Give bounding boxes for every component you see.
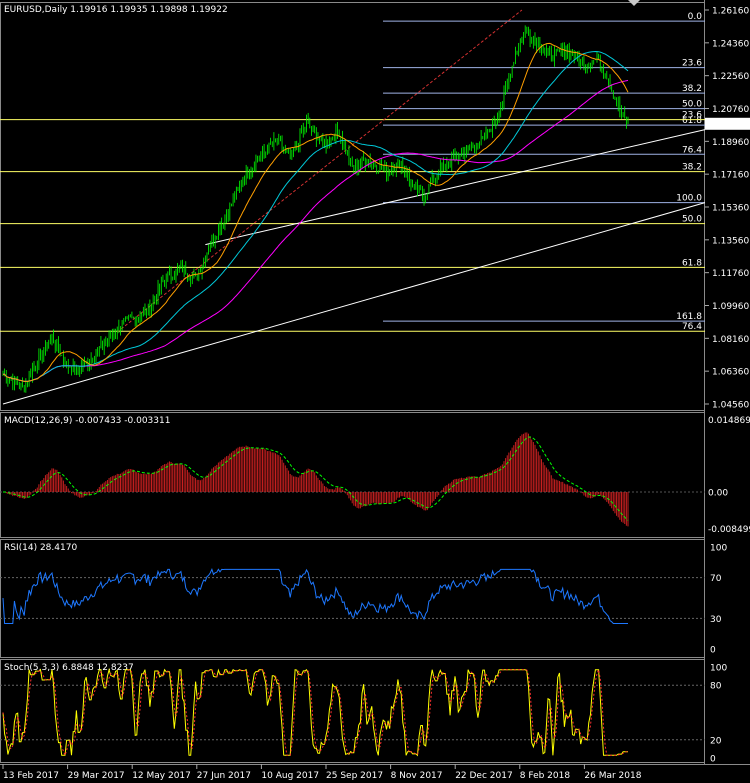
- stoch-tick-label: 80: [710, 682, 722, 692]
- time-tick-label: 22 Dec 2017: [455, 771, 513, 781]
- stoch-tick-label: 20: [710, 736, 722, 746]
- price-tick-label: 1.22560: [712, 72, 749, 82]
- price-tick-label: 1.20760: [712, 105, 749, 115]
- fib-lower-label: 76.4: [682, 322, 702, 332]
- panel-border-main: [0, 2, 705, 411]
- price-tick-label: 1.13560: [712, 236, 749, 246]
- time-tick-label: 8 Feb 2018: [520, 771, 571, 781]
- ma-mid-line: [2, 50, 629, 382]
- price-tick-label: 1.08160: [712, 335, 749, 345]
- time-tick-label: 29 Mar 2017: [68, 771, 125, 781]
- current-price-tag: [705, 117, 750, 130]
- fib-upper-label: 100.0: [676, 194, 702, 204]
- time-tick-label: 8 Nov 2017: [391, 771, 443, 781]
- candles-group: [2, 25, 629, 393]
- price-tick-label: 1.24360: [712, 39, 749, 49]
- macd-title: MACD(12,26,9) -0.007433 -0.003311: [4, 416, 170, 426]
- stoch-signal-line: [2, 667, 628, 757]
- time-tick-label: 27 Jun 2017: [197, 771, 251, 781]
- stoch-title: Stoch(5,3,3) 6.8848 12.8237: [4, 663, 134, 673]
- price-tick-label: 1.15360: [712, 204, 749, 214]
- fib-upper-label: 0.0: [688, 12, 703, 22]
- fib-upper-label: 76.4: [682, 145, 702, 155]
- fib-upper-label: 61.8: [682, 116, 702, 126]
- fib-lower-label: 50.0: [682, 215, 702, 225]
- price-tick-label: 1.18960: [712, 138, 749, 148]
- scroll-marker[interactable]: [628, 0, 640, 6]
- fib-upper-label: 23.6: [682, 59, 702, 69]
- price-tick-label: 1.09960: [712, 302, 749, 312]
- macd-tick-label: -0.008499: [708, 525, 750, 535]
- time-tick-label: 13 Feb 2017: [3, 771, 59, 781]
- macd-tick-label: 0.00: [708, 489, 728, 499]
- fib-lower-label: 23.6: [682, 111, 702, 121]
- time-tick-label: 25 Sep 2017: [326, 771, 383, 781]
- ma-fast-line: [2, 42, 629, 382]
- price-tick-label: 1.11760: [712, 269, 749, 279]
- fib-upper-label: 50.0: [682, 100, 702, 110]
- price-tick-label: 1.26160: [712, 7, 749, 17]
- time-tick-label: 12 May 2017: [132, 771, 191, 781]
- price-tick-label: 1.17160: [712, 171, 749, 181]
- macd-hist-group: [4, 432, 629, 527]
- rsi-line: [2, 568, 628, 624]
- price-tick-label: 1.04560: [712, 401, 749, 411]
- time-tick-label: 10 Aug 2017: [261, 771, 319, 781]
- fib-lower-label: 61.8: [682, 258, 702, 268]
- trendline-lower: [2, 202, 706, 405]
- stoch-tick-label: 0: [710, 755, 716, 765]
- chart-header: EURUSD,Daily 1.19916 1.19935 1.19898 1.1…: [4, 5, 228, 15]
- rsi-tick-label: 30: [710, 615, 722, 625]
- current-price-label: 1.19922: [708, 120, 745, 130]
- ma-slow-line: [2, 79, 629, 382]
- fib-upper-label: 38.2: [682, 84, 702, 94]
- macd-signal-line: [3, 436, 629, 521]
- fib-lower-label: 38.2: [682, 163, 702, 173]
- trendline-upper: [205, 129, 706, 246]
- price-tick-label: 1.06360: [712, 368, 749, 378]
- rsi-tick-label: 100: [710, 544, 727, 554]
- rsi-tick-label: 0: [710, 646, 716, 656]
- panel-border-macd: [0, 412, 705, 538]
- rsi-title: RSI(14) 28.4170: [4, 543, 77, 553]
- stoch-tick-label: 100: [710, 664, 727, 674]
- channel-line: [116, 9, 523, 333]
- time-tick-label: 26 Mar 2018: [584, 771, 641, 781]
- rsi-tick-label: 70: [710, 574, 722, 584]
- macd-tick-label: 0.014869: [708, 416, 750, 426]
- fib-upper-label: 161.8: [676, 312, 702, 322]
